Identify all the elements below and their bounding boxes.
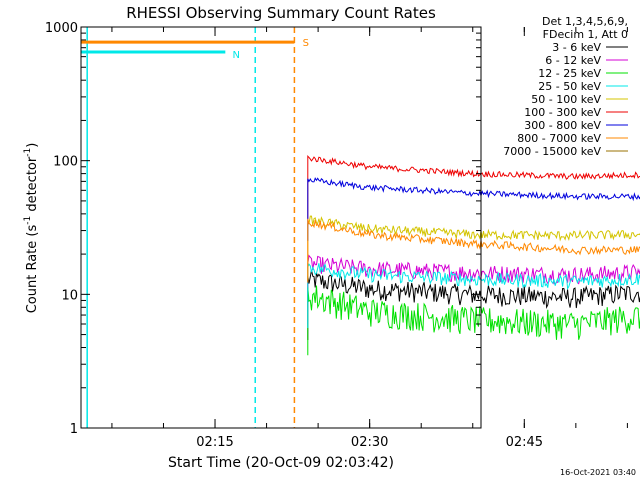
- y-tick-label: 100: [53, 155, 78, 170]
- night-flag-label: N: [233, 50, 240, 61]
- series-line: [307, 215, 640, 281]
- series-line: [307, 218, 640, 283]
- series-line: [307, 285, 640, 356]
- y-tick-label: 10: [61, 288, 78, 303]
- chart-title: RHESSI Observing Summary Count Rates: [126, 4, 436, 22]
- flag-bars: SN: [81, 38, 309, 61]
- series-line: [307, 254, 640, 325]
- series-line: [307, 154, 640, 219]
- saa-flag-label: S: [303, 38, 309, 49]
- x-tick-label: 02:45: [506, 435, 543, 450]
- x-axis-label: Start Time (20-Oct-09 02:03:42): [168, 455, 394, 471]
- legend-entry-label: 7000 - 15000 keV: [503, 145, 601, 158]
- x-tick-label: 02:15: [196, 435, 233, 450]
- series-lines: [307, 154, 640, 356]
- legend-header: Det 1,3,4,5,6,9,: [542, 15, 628, 28]
- legend-entry-label: 300 - 800 keV: [524, 119, 601, 132]
- legend-entry-label: 25 - 50 keV: [538, 80, 601, 93]
- series-line: [307, 177, 640, 241]
- legend-entry-label: 3 - 6 keV: [552, 41, 601, 54]
- plot-frame: [80, 26, 482, 429]
- legend-header: FDecim 1, Att 0: [543, 28, 628, 41]
- vertical-markers: [86, 27, 296, 428]
- legend-entry-label: 100 - 300 keV: [524, 106, 601, 119]
- y-axis-label: Count Rate (s-1 detector-1): [23, 143, 40, 314]
- series-line: [307, 263, 640, 328]
- x-tick-label: 02:30: [351, 435, 388, 450]
- legend-entry-label: 50 - 100 keV: [531, 93, 601, 106]
- legend-entry-label: 800 - 7000 keV: [517, 132, 601, 145]
- y-tick-label: 1000: [45, 21, 78, 36]
- y-tick-label: 1: [70, 422, 78, 437]
- timestamp: 16-Oct-2021 03:40: [560, 468, 636, 477]
- legend-entry-label: 12 - 25 keV: [538, 67, 601, 80]
- series-line: [307, 269, 640, 340]
- legend-entry-label: 6 - 12 keV: [545, 54, 601, 67]
- legend: Det 1,3,4,5,6,9,FDecim 1, Att 03 - 6 keV…: [503, 15, 628, 158]
